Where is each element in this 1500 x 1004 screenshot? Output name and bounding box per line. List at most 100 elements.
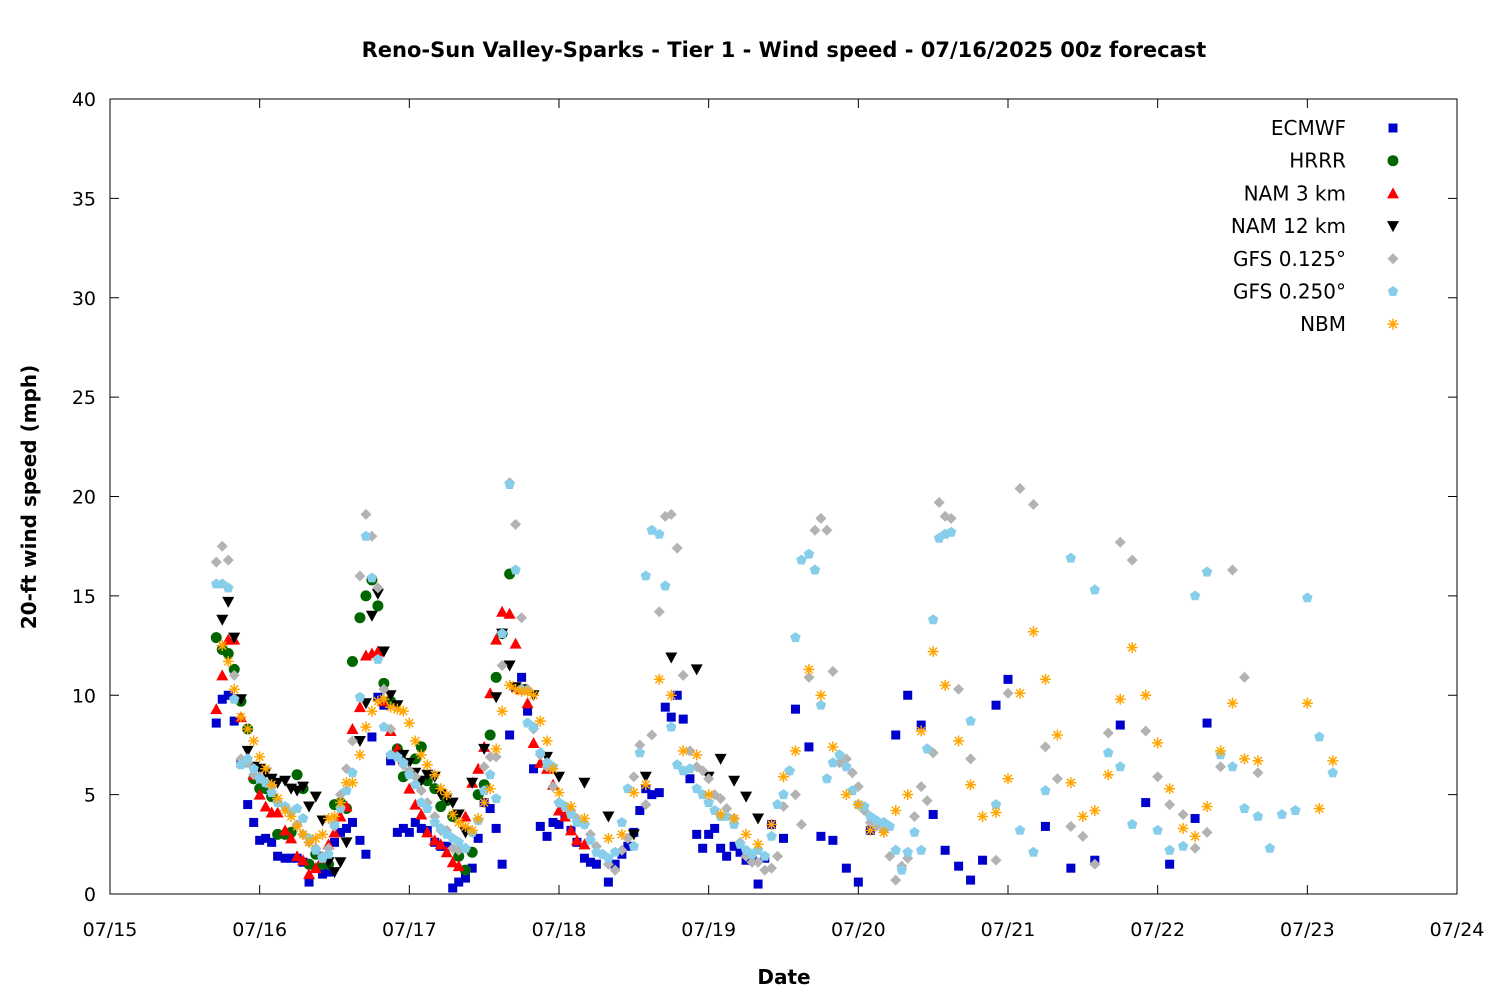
data-point <box>235 711 247 723</box>
asterisk-stroke <box>704 790 714 800</box>
data-point <box>216 540 228 552</box>
data-point <box>228 669 240 681</box>
data-point <box>1201 801 1213 813</box>
data-point <box>571 817 583 827</box>
data-point <box>715 793 727 805</box>
data-point <box>827 757 839 768</box>
data-point <box>816 831 826 841</box>
legend-marker <box>1388 123 1398 133</box>
data-point <box>902 846 913 857</box>
data-point <box>473 833 483 843</box>
x-axis-title: Date <box>757 965 810 989</box>
asterisk-stroke <box>529 690 538 700</box>
data-point <box>578 777 591 789</box>
data-point <box>303 801 316 813</box>
data-point <box>684 763 696 774</box>
data-point <box>459 864 471 876</box>
data-point <box>691 783 702 794</box>
data-point <box>441 789 453 801</box>
data-point <box>266 779 278 791</box>
asterisk-stroke <box>511 684 521 694</box>
asterisk-stroke <box>497 706 507 716</box>
data-point <box>490 671 502 683</box>
data-point <box>639 771 652 783</box>
data-point <box>228 663 240 675</box>
data-point <box>953 683 965 695</box>
asterisk-stroke <box>348 778 357 788</box>
data-point <box>1152 771 1164 783</box>
data-point <box>1301 697 1313 709</box>
data-point <box>954 861 964 871</box>
data-point <box>222 554 234 566</box>
data-point <box>841 863 851 873</box>
data-point <box>291 820 303 832</box>
data-point <box>553 787 565 799</box>
asterisk-stroke <box>1141 690 1151 700</box>
data-point <box>297 781 310 793</box>
data-point <box>235 759 247 770</box>
data-point <box>871 815 882 825</box>
data-point <box>291 785 304 797</box>
data-point <box>1039 673 1051 685</box>
data-point <box>310 844 321 855</box>
data-point <box>291 850 304 862</box>
data-point <box>1077 830 1089 842</box>
data-point <box>722 851 732 861</box>
data-point <box>527 736 540 748</box>
data-point <box>243 800 253 810</box>
data-point <box>366 572 378 583</box>
data-point <box>242 753 253 764</box>
asterisk-stroke <box>505 680 515 690</box>
data-point <box>222 596 235 608</box>
data-point <box>703 797 714 807</box>
data-point <box>347 817 357 827</box>
data-point <box>570 834 583 846</box>
asterisk-stroke <box>1015 688 1025 698</box>
data-point <box>1177 809 1189 820</box>
data-point <box>990 807 1002 819</box>
data-point <box>354 570 366 582</box>
data-point <box>690 664 703 676</box>
data-point <box>484 769 496 780</box>
data-point <box>318 869 328 879</box>
data-point <box>317 828 329 840</box>
data-point <box>1141 798 1151 808</box>
asterisk-stroke <box>404 718 414 728</box>
data-point <box>666 721 677 732</box>
data-point <box>1302 592 1313 603</box>
x-tick-label: 07/20 <box>831 919 886 941</box>
asterisk-stroke <box>916 726 926 736</box>
x-tick-label: 07/23 <box>1280 919 1335 941</box>
data-point <box>346 723 359 735</box>
data-point <box>734 838 746 849</box>
x-tick-label: 07/21 <box>981 919 1036 941</box>
data-point <box>890 844 901 855</box>
data-point <box>535 747 546 758</box>
y-tick-label: 20 <box>72 487 96 509</box>
asterisk-stroke <box>473 814 483 823</box>
data-point <box>217 694 227 704</box>
asterisk-stroke <box>1388 319 1398 329</box>
data-point <box>671 542 683 554</box>
asterisk-stroke <box>280 806 290 815</box>
data-point <box>1177 840 1189 851</box>
asterisk-stroke <box>1078 812 1088 821</box>
data-point <box>704 829 714 839</box>
data-point <box>446 797 459 809</box>
data-point <box>446 856 459 868</box>
data-point <box>1164 844 1175 855</box>
data-point <box>703 789 715 801</box>
data-point <box>903 690 913 700</box>
data-point <box>1089 584 1100 595</box>
asterisk-stroke <box>1202 802 1212 811</box>
data-point <box>285 810 297 822</box>
data-point <box>677 745 689 757</box>
data-point <box>685 774 695 784</box>
y-tick-label: 25 <box>72 387 96 409</box>
data-point <box>517 672 527 682</box>
legend-marker <box>1387 221 1399 233</box>
data-point <box>297 828 309 840</box>
data-point <box>672 759 683 770</box>
asterisk-stroke <box>879 827 889 837</box>
data-point <box>241 745 254 757</box>
